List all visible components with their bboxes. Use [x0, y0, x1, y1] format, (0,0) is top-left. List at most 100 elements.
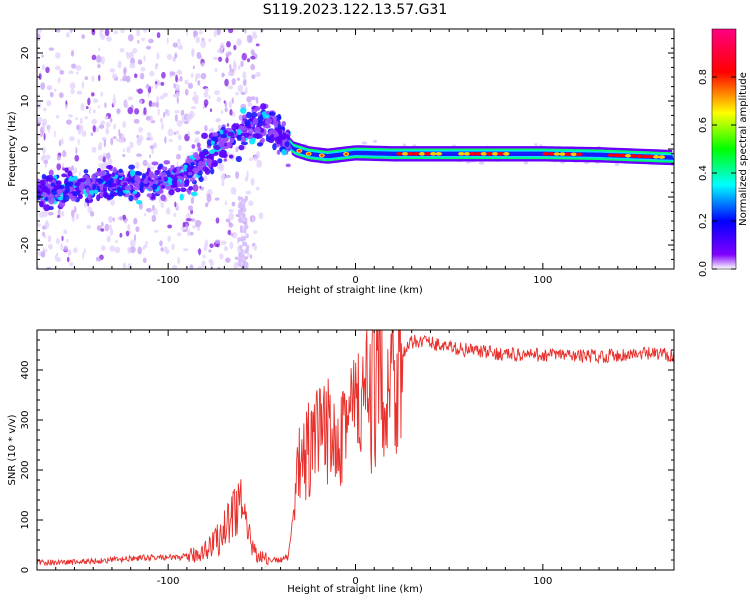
noise-blob [124, 99, 128, 107]
ridge-blob [201, 132, 209, 139]
hot-blob [497, 152, 504, 156]
noise-blob [207, 193, 211, 199]
noise-blob [188, 82, 194, 89]
ridge-blob [151, 161, 159, 166]
noise-blob [150, 115, 153, 123]
noise-blob [237, 196, 241, 201]
noise-blob [165, 207, 171, 215]
ridge-blob [254, 126, 261, 133]
noise-blob [173, 82, 176, 89]
ridge-blob [112, 192, 118, 197]
noise-blob [85, 105, 89, 110]
noise-blob [164, 136, 167, 144]
noise-blob [92, 109, 96, 114]
noise-blob [70, 50, 75, 57]
noise-blob [37, 223, 41, 227]
noise-blob [244, 29, 247, 34]
ridge-blob [93, 189, 99, 195]
ridge-blob [173, 180, 178, 188]
ridge-blob [128, 164, 136, 170]
noise-blob [46, 84, 53, 91]
noise-blob [154, 64, 158, 70]
noise-blob [110, 199, 116, 206]
ridge-blob [96, 194, 101, 202]
noise-blob [224, 101, 228, 108]
ridge-blob [48, 169, 54, 177]
noise-blob [247, 102, 253, 108]
noise-blob [246, 96, 252, 103]
noise-blob [195, 36, 200, 44]
ridge-blob [277, 113, 281, 120]
noise-blob [209, 243, 214, 249]
noise-blob [242, 71, 247, 80]
noise-blob [235, 146, 239, 153]
noise-blob [82, 251, 85, 260]
ridge-blob [136, 200, 143, 205]
ridge-blob [222, 153, 228, 159]
noise-blob [245, 233, 249, 239]
noise-blob [183, 120, 189, 125]
ridge-blob [134, 170, 141, 176]
ridge-blob [236, 129, 242, 136]
ridge-blob [276, 149, 281, 155]
noise-blob [138, 61, 143, 65]
ridge-blob [95, 171, 101, 177]
noise-blob [76, 71, 79, 75]
y-tick-label: -20 [20, 237, 31, 253]
hot-blob [658, 155, 666, 159]
noise-blob [177, 144, 182, 152]
noise-blob [225, 218, 231, 223]
noise-blob [240, 248, 244, 254]
ridge-blob [272, 120, 279, 126]
ridge-blob [39, 183, 47, 190]
noise-blob [192, 184, 199, 192]
ridge-blob [248, 138, 256, 145]
noise-blob [210, 266, 213, 269]
noise-blob [88, 107, 92, 115]
chart-title: S119.2023.122.13.57.G31 [263, 2, 448, 18]
noise-blob [159, 240, 163, 247]
ridge-blob [50, 182, 56, 187]
ridge-blob [141, 172, 146, 180]
noise-blob [229, 241, 234, 250]
hot-blob [553, 152, 561, 156]
noise-blob [101, 221, 104, 227]
ridge-blob [41, 192, 49, 198]
noise-blob [229, 71, 234, 77]
noise-blob [186, 228, 191, 237]
noise-blob [214, 239, 221, 244]
noise-blob [243, 225, 247, 230]
noise-blob [205, 193, 208, 197]
noise-blob [244, 197, 248, 202]
noise-blob [173, 131, 177, 135]
hot-blob [430, 152, 437, 156]
noise-blob [176, 153, 181, 160]
noise-blob [149, 71, 155, 77]
noise-blob [145, 45, 152, 50]
noise-blob [190, 196, 195, 205]
noise-blob [160, 202, 164, 209]
noise-blob [128, 51, 134, 59]
ridge-blob [72, 175, 78, 181]
hot-blob [641, 154, 649, 159]
noise-blob [174, 52, 178, 59]
ridge-blob [238, 144, 245, 151]
noise-blob [75, 116, 79, 121]
snr-panel: -100 0 100 0 100 200 300 400 Height of straight… [7, 329, 675, 595]
noise-blob [92, 125, 96, 133]
noise-blob [87, 97, 91, 106]
colorbar-tick-label: 0.2 [698, 213, 709, 229]
hot-blob [475, 152, 482, 156]
noise-blob [228, 222, 234, 228]
noise-blob [255, 96, 259, 104]
noise-blob [56, 256, 62, 263]
noise-blob [246, 170, 249, 179]
noise-blob [125, 230, 130, 237]
noise-blob [69, 29, 73, 33]
noise-blob [81, 130, 87, 137]
hot-blob [307, 152, 311, 155]
noise-blob [68, 70, 74, 75]
noise-blob [172, 93, 177, 98]
noise-blob [100, 120, 106, 126]
